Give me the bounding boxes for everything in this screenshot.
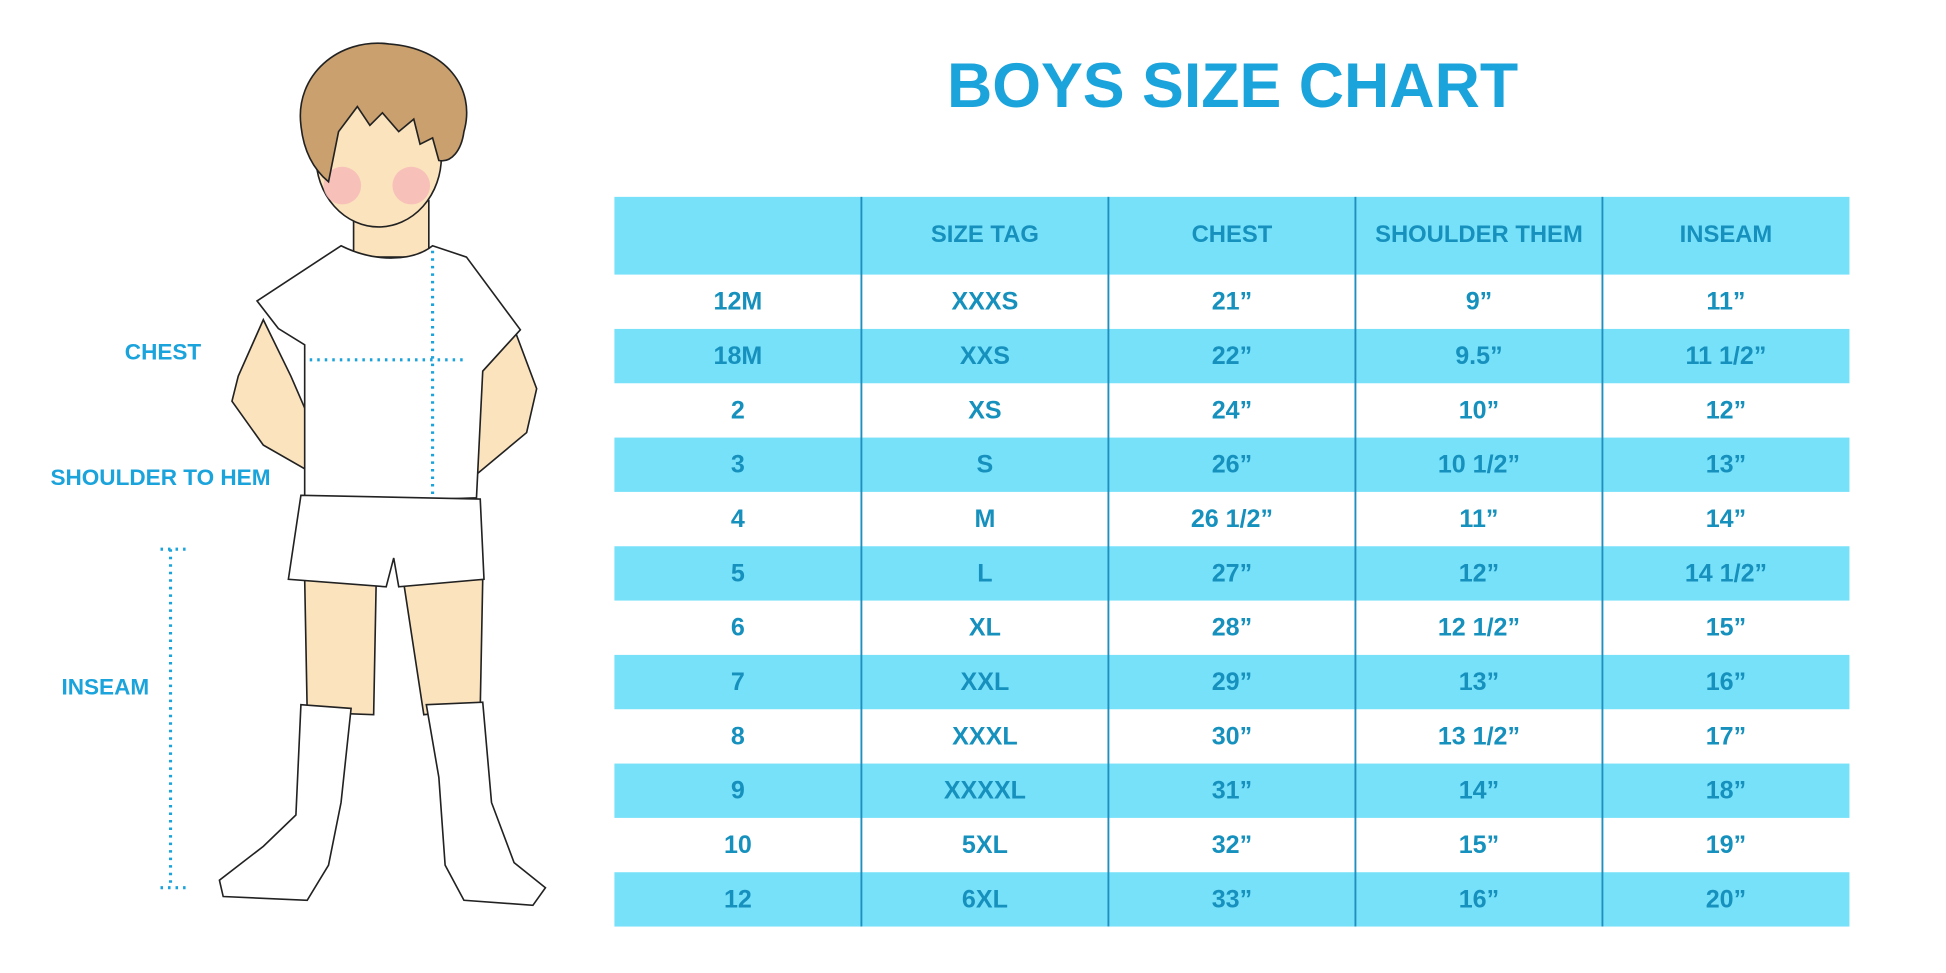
- table-cell: 13”: [1459, 668, 1499, 696]
- measure-label: SHOULDER TO HEM: [50, 465, 270, 490]
- table-cell: 5: [731, 559, 745, 587]
- table-cell: XXXS: [951, 288, 1018, 316]
- row-stripe: [614, 437, 1850, 492]
- table-cell: L: [977, 559, 992, 587]
- table-cell: 4: [731, 505, 745, 533]
- header-row: [614, 196, 1850, 275]
- table-cell: 10”: [1459, 396, 1499, 424]
- table-cell: 32”: [1212, 831, 1252, 859]
- table-cell: 12”: [1706, 396, 1746, 424]
- table-cell: S: [977, 451, 994, 479]
- table-cell: 11”: [1459, 505, 1498, 533]
- table-cell: 7: [731, 668, 745, 696]
- table-cell: XXXL: [952, 722, 1017, 750]
- table-cell: 20”: [1706, 885, 1746, 913]
- table-cell: 29”: [1212, 668, 1252, 696]
- table-cell: XS: [968, 396, 1001, 424]
- table-cell: 10: [724, 831, 752, 859]
- table-cell: 31”: [1212, 777, 1252, 805]
- boy-figure: [160, 42, 547, 907]
- table-cell: 12”: [1459, 559, 1499, 587]
- table-cell: 16”: [1459, 885, 1499, 913]
- table-cell: 22”: [1212, 342, 1252, 370]
- column-header: SHOULDER THEM: [1375, 221, 1583, 248]
- table-cell: XXL: [961, 668, 1010, 696]
- table-cell: 10 1/2”: [1438, 451, 1520, 479]
- table-cell: 6XL: [962, 885, 1008, 913]
- table-cell: 13”: [1706, 451, 1746, 479]
- table-cell: XL: [969, 614, 1001, 642]
- table-cell: XXXXL: [944, 777, 1026, 805]
- table-cell: 11”: [1706, 288, 1745, 316]
- table-cell: 13 1/2”: [1438, 722, 1520, 750]
- table-cell: 28”: [1212, 614, 1252, 642]
- table-cell: 24”: [1212, 396, 1252, 424]
- table-cell: 15”: [1459, 831, 1499, 859]
- table-cell: 12: [724, 885, 752, 913]
- table-cell: 5XL: [962, 831, 1008, 859]
- table-cell: 16”: [1706, 668, 1746, 696]
- column-header: CHEST: [1192, 221, 1273, 248]
- table-cell: 30”: [1212, 722, 1252, 750]
- row-stripe: [614, 872, 1850, 927]
- table-cell: M: [974, 505, 995, 533]
- table-cell: 11 1/2”: [1686, 342, 1767, 370]
- row-stripe: [614, 546, 1850, 601]
- table-cell: XXS: [960, 342, 1010, 370]
- table-cell: 9”: [1466, 288, 1492, 316]
- table-cell: 26 1/2”: [1191, 505, 1273, 533]
- table-cell: 9.5”: [1455, 342, 1502, 370]
- table-cell: 33”: [1212, 885, 1252, 913]
- row-stripe: [614, 763, 1850, 818]
- table-cell: 3: [731, 451, 745, 479]
- table-cell: 2: [731, 396, 745, 424]
- table-cell: 21”: [1212, 288, 1252, 316]
- table-cell: 17”: [1706, 722, 1746, 750]
- table-cell: 12M: [714, 288, 763, 316]
- table-cell: 27”: [1212, 559, 1252, 587]
- table-cell: 8: [731, 722, 745, 750]
- table-cell: 12 1/2”: [1438, 614, 1520, 642]
- table-cell: 9: [731, 777, 745, 805]
- table-cell: 18”: [1706, 777, 1746, 805]
- table-cell: 14”: [1459, 777, 1499, 805]
- table-cell: 14 1/2”: [1685, 559, 1767, 587]
- title: BOYS SIZE CHART: [947, 51, 1518, 121]
- table-cell: 18M: [714, 342, 763, 370]
- measure-label: INSEAM: [61, 674, 149, 699]
- table-cell: 15”: [1706, 614, 1746, 642]
- column-header: SIZE TAG: [931, 221, 1039, 248]
- row-stripe: [614, 328, 1850, 384]
- measure-label: CHEST: [125, 340, 202, 365]
- column-header: INSEAM: [1680, 221, 1773, 248]
- table-cell: 14”: [1706, 505, 1746, 533]
- table-cell: 26”: [1212, 451, 1252, 479]
- row-stripe: [614, 654, 1850, 710]
- table-cell: 19”: [1706, 831, 1746, 859]
- table-cell: 6: [731, 614, 745, 642]
